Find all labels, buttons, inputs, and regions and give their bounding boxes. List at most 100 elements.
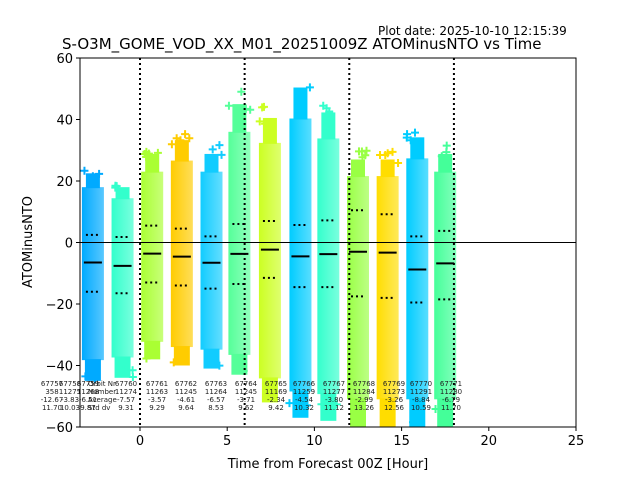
- y-axis-label: ATOMinusNTO: [21, 196, 36, 288]
- stat-orbit: 67764: [235, 380, 258, 388]
- orbit-cluster-67766: [285, 83, 314, 418]
- orbit-cluster-67769: [376, 147, 403, 427]
- outlier-point: [169, 358, 178, 367]
- outlier-point: [181, 130, 190, 139]
- outlier-point: [258, 103, 267, 112]
- outlier-point: [322, 104, 331, 113]
- cluster-body: [111, 198, 134, 358]
- y-tick-label: 40: [56, 114, 73, 129]
- stats-table: 67757358-12.6711.706775811275-3.8310.036…: [41, 380, 462, 412]
- cluster-top-tail: [321, 112, 336, 140]
- stat-stddev: 9.64: [178, 404, 194, 412]
- stat-orbit: 67766: [293, 380, 316, 388]
- stat-number: 11245: [175, 388, 197, 396]
- cluster-body: [289, 118, 312, 392]
- x-tick-label: 20: [481, 434, 498, 449]
- stat-stddev: 11.70: [441, 404, 461, 412]
- cluster-bottom-tail: [292, 390, 309, 418]
- outlier-point: [409, 418, 418, 427]
- stat-number: 11245: [235, 388, 257, 396]
- outlier-point: [442, 148, 451, 157]
- cluster-body: [317, 138, 340, 395]
- outlier-point: [204, 356, 213, 365]
- chart-title: S-O3M_GOME_VOD_XX_M01_20251009Z ATOMinus…: [62, 35, 542, 53]
- outlier-point: [237, 87, 246, 96]
- stat-number: 11259: [293, 388, 315, 396]
- stat-average: -8.84: [412, 396, 431, 404]
- y-tick-label: −40: [46, 360, 73, 375]
- outlier-point: [111, 183, 120, 192]
- stat-number: 11277: [323, 388, 345, 396]
- cluster-body: [258, 142, 281, 379]
- outlier-point: [172, 134, 181, 143]
- outlier-point: [388, 147, 397, 156]
- stat-stddev: 11.12: [324, 404, 344, 412]
- cluster-body: [376, 176, 399, 400]
- stat-orbit: 67762: [175, 380, 197, 388]
- stat-orbit: 67768: [353, 380, 375, 388]
- y-tick-label: 60: [56, 52, 73, 67]
- stat-average: -7.57: [117, 396, 135, 404]
- outlier-point: [90, 375, 99, 384]
- stat-number: 11169: [265, 388, 287, 396]
- orbit-cluster-67770: [402, 128, 429, 427]
- outlier-point: [266, 382, 275, 391]
- cluster-bottom-tail: [320, 393, 337, 421]
- outlier-point: [81, 372, 90, 381]
- orbit-cluster-67764: [224, 87, 255, 375]
- stat-number: 11284: [353, 388, 376, 396]
- stat-orbit: 67770: [410, 380, 432, 388]
- stat-average: -6.57: [207, 396, 225, 404]
- stat-orbit: 67758: [59, 380, 81, 388]
- outlier-point: [305, 83, 314, 92]
- outlier-point: [295, 409, 304, 418]
- cluster-top-tail: [115, 187, 130, 200]
- stat-orbit: 67760: [115, 380, 137, 388]
- outlier-point: [437, 152, 446, 161]
- plot-date: Plot date: 2025-10-10 12:15:39: [378, 24, 567, 38]
- orbit-cluster-67763: [200, 141, 226, 370]
- cluster-body: [346, 176, 369, 400]
- outlier-point: [80, 166, 89, 175]
- stat-average: -6.79: [442, 396, 460, 404]
- stat-orbit: 67763: [205, 380, 227, 388]
- y-tick-label: −20: [46, 298, 73, 313]
- outlier-point: [255, 117, 264, 126]
- orbit-cluster-67765: [255, 102, 281, 403]
- outlier-point: [262, 119, 271, 128]
- stat-number: 358: [45, 388, 58, 396]
- stat-orbit: 67765: [265, 380, 287, 388]
- stat-number: 11264: [205, 388, 228, 396]
- cluster-bottom-tail: [144, 340, 161, 360]
- outlier-point: [112, 182, 121, 191]
- outlier-point: [383, 149, 392, 158]
- outlier-point: [441, 411, 450, 420]
- stat-number: 11280: [440, 388, 462, 396]
- outlier-point: [416, 407, 425, 416]
- stat-label: Average: [88, 396, 117, 404]
- stat-number: 11268: [77, 388, 99, 396]
- stat-label: Number: [88, 388, 116, 396]
- outlier-point: [153, 148, 162, 157]
- outlier-point: [208, 145, 217, 154]
- outlier-point: [215, 361, 224, 370]
- stat-average: -2.99: [355, 396, 373, 404]
- outlier-point: [294, 89, 303, 98]
- cluster-top-tail: [174, 140, 189, 162]
- stat-stddev: 9.62: [238, 404, 254, 412]
- outlier-point: [357, 421, 366, 427]
- stat-average: -3.83: [61, 396, 79, 404]
- outlier-point: [211, 356, 220, 365]
- x-tick-label: 5: [223, 434, 231, 449]
- x-axis-label: Time from Forecast 00Z [Hour]: [227, 457, 429, 472]
- overlay: [80, 58, 576, 427]
- outlier-point: [217, 150, 226, 159]
- outlier-point: [142, 152, 151, 161]
- stat-number: 11263: [146, 388, 168, 396]
- outlier-point: [361, 151, 370, 160]
- stat-average: -12.67: [41, 396, 64, 404]
- stat-stddev: 11.70: [42, 404, 62, 412]
- outlier-point: [142, 354, 151, 363]
- outlier-point: [362, 146, 371, 155]
- stat-orbit: 67769: [383, 380, 405, 388]
